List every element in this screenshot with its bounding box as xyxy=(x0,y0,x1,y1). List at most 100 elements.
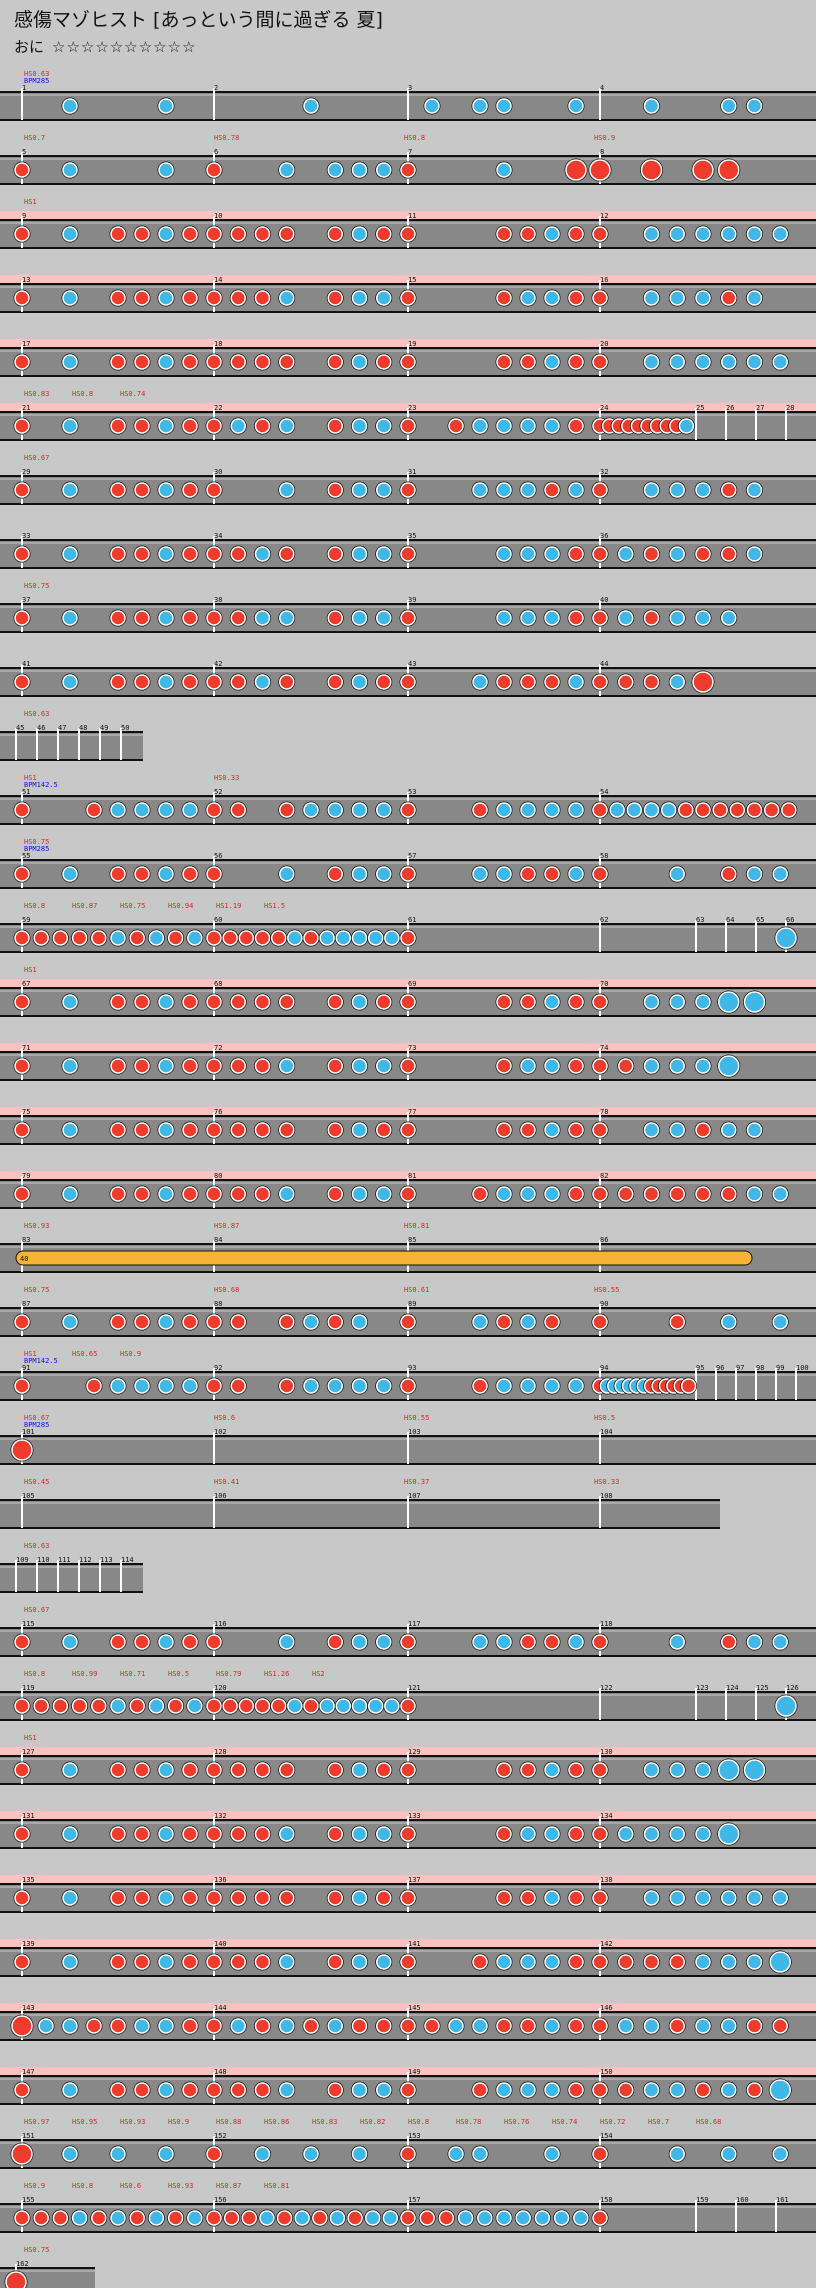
ka-note xyxy=(669,2146,685,2162)
ka-note xyxy=(568,482,584,498)
don-note xyxy=(182,1890,198,1906)
don-note xyxy=(721,1186,737,1202)
don-note xyxy=(327,1122,343,1138)
don-note xyxy=(206,866,222,882)
ka-note xyxy=(335,1698,352,1714)
scroll-speed-label: HS1.5 xyxy=(264,902,285,910)
don-note xyxy=(52,930,69,946)
scroll-speed-label: HS0.8 xyxy=(404,134,425,142)
don-note xyxy=(206,546,222,562)
gogo-highlight xyxy=(0,403,816,412)
don-note xyxy=(568,610,584,626)
don-note xyxy=(327,418,343,434)
measure-number: 83 xyxy=(22,1236,30,1244)
ka-note xyxy=(110,930,126,946)
don-note xyxy=(206,2210,222,2226)
don-note xyxy=(182,1314,198,1330)
don-note xyxy=(182,610,198,626)
don-note xyxy=(472,1954,488,1970)
ka-note xyxy=(544,2018,560,2034)
chart-row: 135 136 137 138 xyxy=(0,1875,816,1913)
ka-note xyxy=(187,2210,203,2226)
measure-number: 131 xyxy=(22,1812,35,1820)
don-note xyxy=(568,290,584,306)
don-note xyxy=(438,2210,455,2226)
chart-row: 75 76 77 78 xyxy=(0,1107,816,1145)
ka-note xyxy=(351,1954,368,1970)
gogo-highlight xyxy=(0,211,816,220)
measure-number: 2 xyxy=(214,84,218,92)
ka-note xyxy=(643,2082,660,2098)
ka-note xyxy=(609,802,625,818)
ka-note xyxy=(351,1058,368,1074)
measure-number: 101 xyxy=(22,1428,35,1436)
ka-note xyxy=(158,482,174,498)
don-note xyxy=(400,354,416,370)
ka-note xyxy=(158,1954,174,1970)
ka-note xyxy=(544,354,560,370)
don-note xyxy=(14,1378,30,1394)
measure-number: 79 xyxy=(22,1172,30,1180)
don-note xyxy=(400,1954,416,1970)
ka-note xyxy=(669,354,685,370)
ka-note xyxy=(544,2082,560,2098)
measure-number: 87 xyxy=(22,1300,30,1308)
don-note xyxy=(86,802,102,818)
ka-note xyxy=(544,1186,560,1202)
chart-row: 91 92 93 94 95 96 97 98 99 100 HS1 HS0.65 HS0.9 BPM14… xyxy=(0,1350,816,1401)
measure-number: 144 xyxy=(214,2004,227,2012)
ka-note xyxy=(772,354,788,370)
measure-number: 117 xyxy=(408,1620,421,1628)
don-note xyxy=(568,418,584,434)
ka-note xyxy=(544,226,560,242)
don-note xyxy=(134,674,150,690)
don-note xyxy=(134,2082,150,2098)
ka-note xyxy=(746,290,763,306)
ka-note xyxy=(335,930,352,946)
ka-note xyxy=(520,802,536,818)
chart-row: 127 128 129 130 HS1 xyxy=(0,1734,816,1785)
ka-note xyxy=(279,482,295,498)
measure-number: 127 xyxy=(22,1748,35,1756)
ka-note xyxy=(303,98,319,114)
ka-note xyxy=(351,546,368,562)
don-note xyxy=(640,159,663,181)
don-note xyxy=(14,482,30,498)
don-note xyxy=(568,1762,584,1778)
measure-number: 110 xyxy=(37,1556,50,1564)
don-note xyxy=(206,1634,222,1650)
ka-note xyxy=(496,2210,512,2226)
ka-note xyxy=(254,2146,271,2162)
don-note xyxy=(134,610,150,626)
ka-note xyxy=(472,418,488,434)
ka-note xyxy=(351,354,368,370)
ka-note xyxy=(158,1122,174,1138)
ka-note xyxy=(279,1186,295,1202)
don-note xyxy=(496,354,512,370)
ka-note xyxy=(148,930,165,946)
don-note xyxy=(14,2210,30,2226)
don-note xyxy=(618,1186,634,1202)
ka-note xyxy=(279,2018,295,2034)
measure-number: 103 xyxy=(408,1428,421,1436)
don-note xyxy=(52,1698,69,1714)
chart-row: 109 110 111 112 113 114 HS0.63 xyxy=(0,1542,143,1593)
measure-number: 65 xyxy=(756,916,764,924)
measure-number: 32 xyxy=(600,468,608,476)
don-note xyxy=(182,354,198,370)
don-note xyxy=(400,290,416,306)
measure-number: 56 xyxy=(214,852,222,860)
scroll-speed-label: HS1 xyxy=(24,774,37,782)
ka-note xyxy=(746,1634,763,1650)
ka-note xyxy=(158,2146,174,2162)
don-note xyxy=(400,1890,416,1906)
measure-number: 120 xyxy=(214,1684,227,1692)
ka-note xyxy=(158,802,174,818)
scroll-speed-label: HS0.63 xyxy=(24,1542,49,1550)
don-note xyxy=(496,1762,512,1778)
scroll-speed-label: HS0.67 xyxy=(24,1414,49,1422)
chart-row: 79 80 81 82 xyxy=(0,1171,816,1209)
scroll-speed-label: HS0.87 xyxy=(216,2182,241,2190)
don-note xyxy=(182,1186,198,1202)
ka-note xyxy=(351,674,368,690)
